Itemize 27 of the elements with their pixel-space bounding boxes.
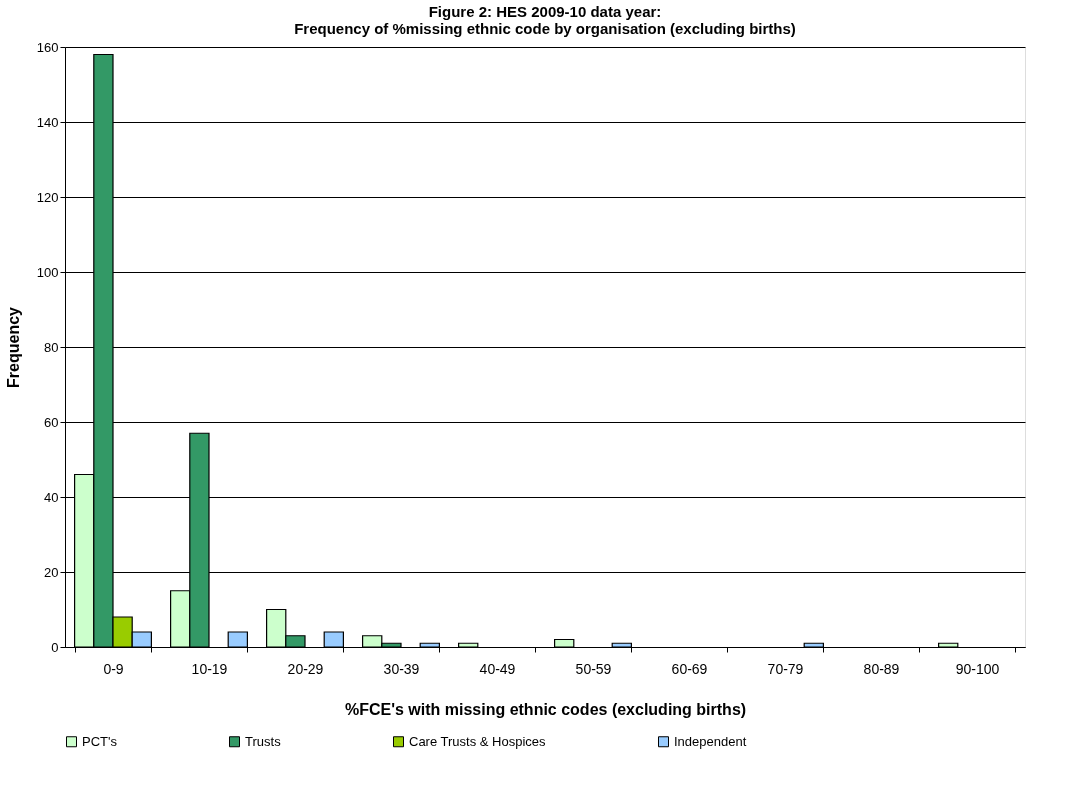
y-axis-title: Frequency [4,306,22,388]
legend-label: Trusts [245,733,282,749]
y-tick-label: 120 [36,189,59,205]
y-tick-label: 0 [51,639,59,655]
y-tick-label: 60 [44,414,59,430]
x-tick-label: 40-49 [479,660,516,677]
x-tick-label: 80-89 [863,660,900,677]
x-tick-label: 0-9 [103,660,124,677]
text: Frequency of %missing ethnic code by organisation (excluding births) [294,20,796,37]
x-tick-label: 30-39 [383,660,420,677]
y-tick-label: 160 [36,39,59,55]
legend-label: Independent [674,733,747,749]
legend-label: PCT's [82,733,118,749]
x-tick-label: 10-19 [191,660,228,677]
x-tick-label: 60-69 [671,660,708,677]
x-axis-title: %FCE's with missing ethnic codes (excluding births) [344,700,747,718]
y-tick-label: 80 [44,339,59,355]
x-tick-label: 70-79 [767,660,804,677]
text: Figure 2: HES 2009-10 data year: [428,3,662,20]
x-tick-label: 90-100 [955,660,1000,677]
legend-label: Care Trusts & Hospices [409,733,547,749]
y-tick-label: 20 [44,564,59,580]
x-tick-label: 50-59 [575,660,612,677]
x-tick-label: 20-29 [287,660,324,677]
y-tick-label: 140 [36,114,59,130]
y-tick-label: 100 [36,264,59,280]
y-tick-label: 40 [44,489,59,505]
